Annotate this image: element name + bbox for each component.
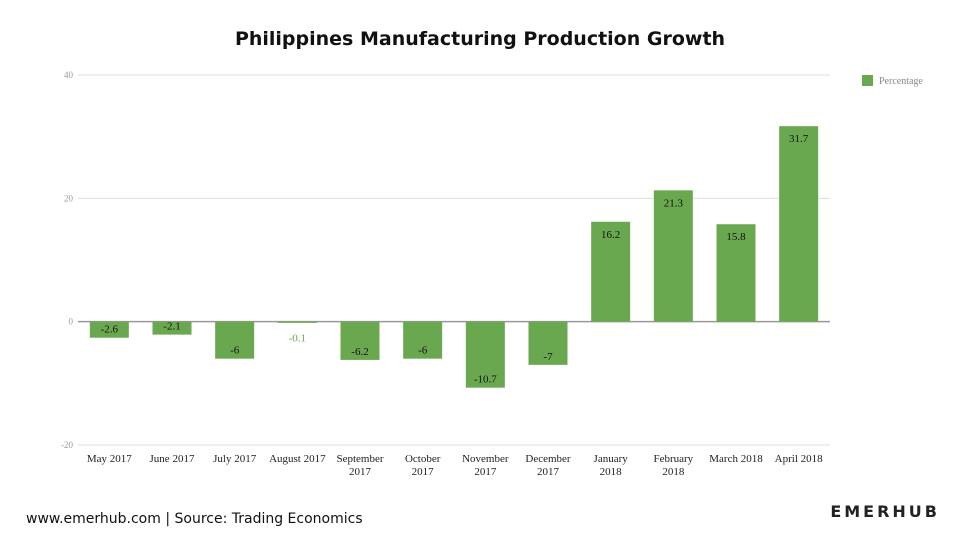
data-label-0: -2.6 bbox=[101, 324, 119, 336]
x-tick-label-4: September 2017 bbox=[336, 453, 383, 478]
data-labels: -2.6 -2.1 -6 -0.1 -6.2 -6 -10.7 -7 16.2 21.3 15.8 3… bbox=[101, 133, 809, 385]
bar-7 bbox=[528, 321, 568, 365]
chart-title: Philippines Manufacturing Production Gro… bbox=[234, 28, 726, 50]
data-label-4: -6.2 bbox=[351, 346, 368, 358]
data-label-7: -7 bbox=[543, 351, 553, 363]
x-tick-label-1: June 2017 bbox=[150, 453, 195, 465]
y-tick-label: 0 bbox=[69, 317, 74, 327]
data-label-1: -2.1 bbox=[163, 321, 180, 333]
x-tick-label-10: March 2018 bbox=[709, 453, 763, 465]
x-tick-label-3: August 2017 bbox=[269, 453, 326, 465]
bar-5 bbox=[403, 321, 443, 359]
y-tick-label: -20 bbox=[61, 440, 73, 450]
bar-6 bbox=[465, 321, 505, 388]
x-tick-label-5: October 2017 bbox=[405, 453, 441, 478]
x-tick-label-11: April 2018 bbox=[775, 453, 823, 465]
x-tick-label-9: February 2018 bbox=[653, 453, 693, 478]
data-label-9: 21.3 bbox=[664, 197, 684, 209]
bar-chart: -20 0 20 40 -2.6 -2.1 -6 -0.1 -6.2 -6 -10.7 -7 16.2… bbox=[61, 70, 923, 478]
footer-source: www.emerhub.com | Source: Trading Econom… bbox=[26, 511, 363, 527]
bar-10 bbox=[716, 224, 756, 322]
bar-11 bbox=[779, 126, 819, 322]
y-tick-label: 20 bbox=[64, 193, 74, 203]
data-label-3: -0.1 bbox=[289, 332, 306, 344]
data-label-2: -6 bbox=[230, 345, 240, 357]
bar-3 bbox=[277, 321, 317, 323]
bar-2 bbox=[215, 321, 255, 359]
data-label-10: 15.8 bbox=[726, 231, 746, 243]
data-label-8: 16.2 bbox=[601, 229, 620, 241]
x-tick-label-2: July 2017 bbox=[213, 453, 257, 465]
x-tick-label-0: May 2017 bbox=[87, 453, 132, 465]
gridlines: -20 0 20 40 bbox=[61, 70, 830, 450]
legend-label: Percentage bbox=[879, 76, 923, 87]
bar-4 bbox=[340, 321, 380, 360]
legend: Percentage bbox=[862, 75, 923, 87]
data-label-11: 31.7 bbox=[789, 133, 809, 145]
bar-8 bbox=[591, 221, 631, 322]
bar-0 bbox=[89, 321, 129, 338]
bars bbox=[89, 126, 819, 388]
x-tick-label-8: January 2018 bbox=[594, 453, 629, 478]
brand-logo: EMERHUB bbox=[830, 502, 940, 521]
bar-9 bbox=[653, 190, 693, 322]
x-axis-labels: May 2017 June 2017 July 2017 August 2017 Sep… bbox=[87, 453, 823, 478]
legend-swatch bbox=[862, 75, 873, 86]
x-tick-label-7: December 2017 bbox=[525, 453, 571, 478]
data-label-5: -6 bbox=[418, 345, 428, 357]
x-tick-label-6: November 2017 bbox=[462, 453, 509, 478]
y-tick-label: 40 bbox=[64, 70, 74, 80]
data-label-6: -10.7 bbox=[474, 374, 497, 386]
bar-1 bbox=[152, 321, 192, 335]
